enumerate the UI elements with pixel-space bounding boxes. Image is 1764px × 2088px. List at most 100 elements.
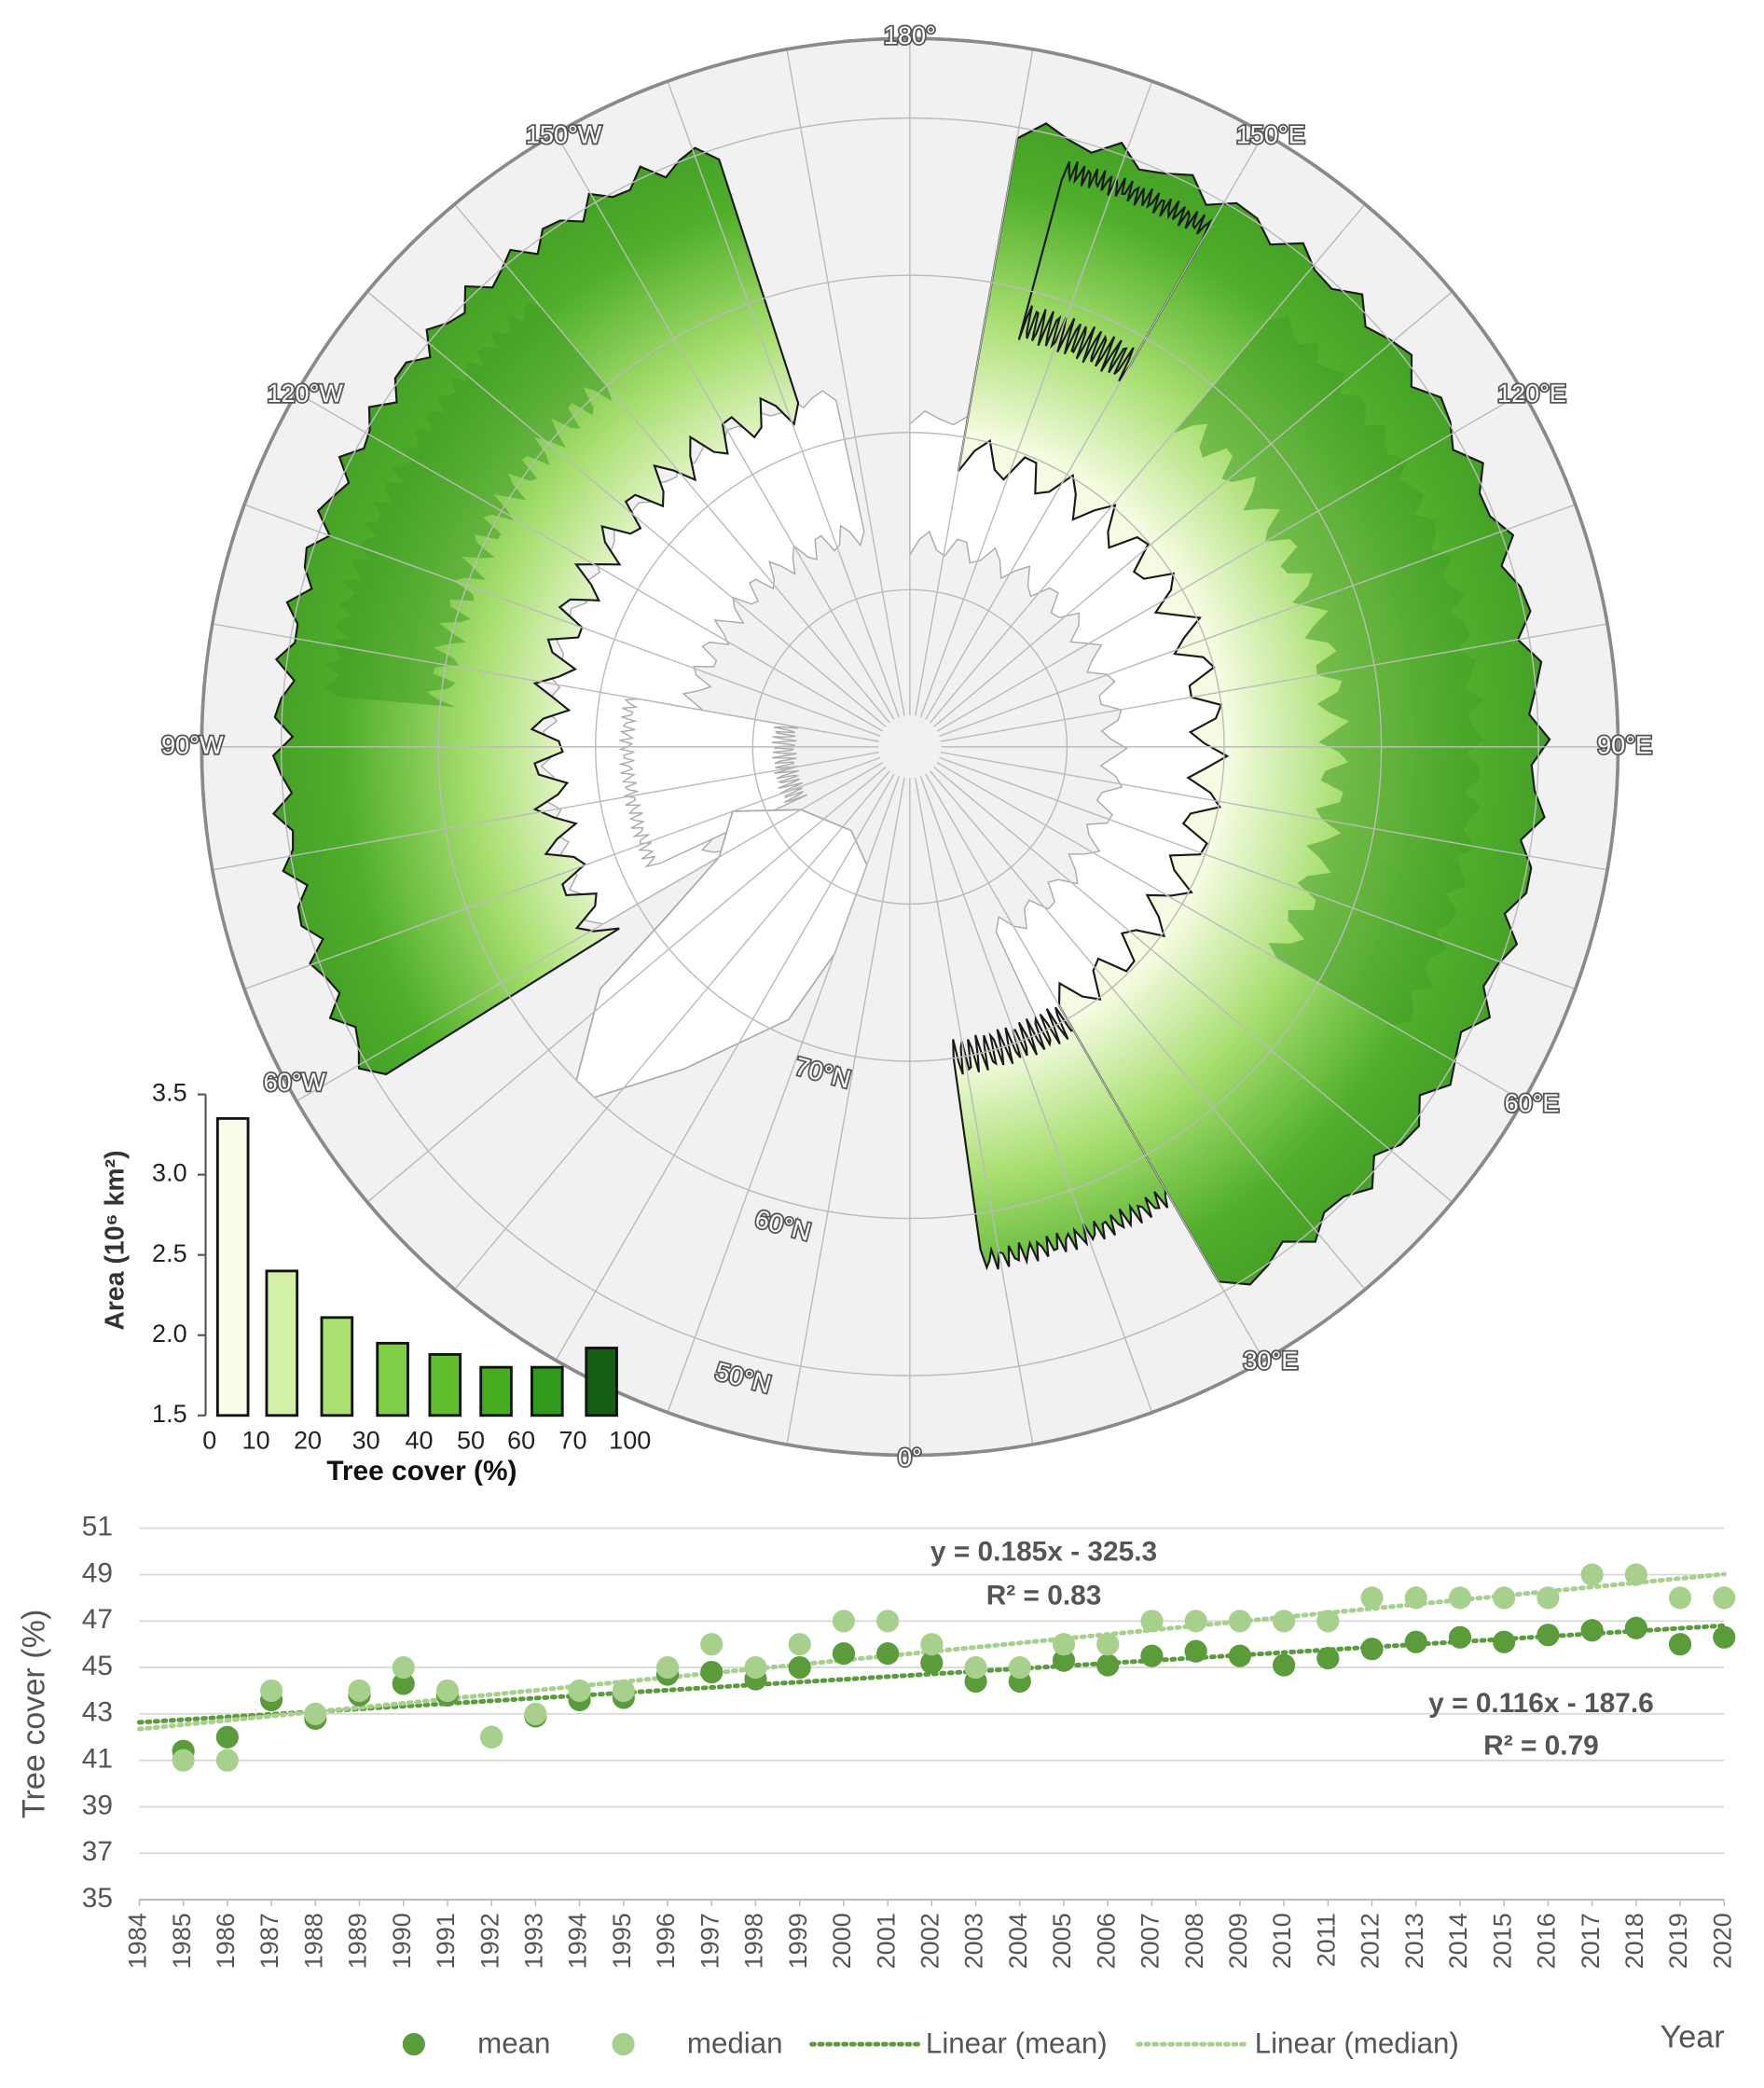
y-tick-label: 3.5: [152, 1079, 187, 1107]
meridian: [933, 291, 1453, 727]
point: [259, 1679, 283, 1703]
x-tick-label: 50: [457, 1426, 485, 1454]
point: [1580, 1619, 1604, 1642]
y-tick-label: 2.5: [152, 1239, 187, 1267]
point: [1052, 1649, 1076, 1672]
map-label: 150°E: [1236, 121, 1305, 149]
meridian: [919, 776, 1152, 1412]
map-label: 90°W: [161, 731, 224, 759]
point: [1096, 1633, 1120, 1656]
x-tick-label: 2018: [1620, 1913, 1648, 1969]
y-tick-label: 3.0: [152, 1159, 187, 1187]
meridian: [940, 752, 1607, 871]
point: [348, 1679, 371, 1703]
y-tick-label: 43: [82, 1697, 113, 1728]
point: [1404, 1586, 1427, 1610]
map-label: 120°E: [1497, 380, 1566, 408]
point: [215, 1749, 239, 1772]
point: [1273, 1610, 1296, 1633]
y-tick-label: 51: [82, 1512, 113, 1542]
meridian: [244, 504, 881, 737]
legend-label: median: [687, 2027, 783, 2060]
map-label: 90°E: [1597, 731, 1652, 759]
point: [215, 1725, 239, 1749]
x-tick-label: 2017: [1577, 1913, 1605, 1969]
point: [1404, 1630, 1427, 1653]
meridian: [367, 291, 887, 727]
point: [1537, 1586, 1560, 1610]
point: [876, 1610, 900, 1633]
x-tick-label: 2019: [1664, 1913, 1692, 1969]
x-tick-label: 10: [242, 1426, 270, 1454]
equation: R² = 0.83: [986, 1581, 1102, 1611]
meridian: [296, 392, 884, 732]
y-tick-label: 47: [82, 1604, 113, 1635]
parallel: [751, 588, 1068, 906]
map-label: 120°W: [268, 380, 344, 408]
point: [1493, 1586, 1516, 1610]
bar: [265, 1269, 299, 1417]
meridian: [939, 756, 1575, 989]
x-axis-title: Year: [1661, 2019, 1725, 2054]
x-tick-label: 1993: [520, 1913, 548, 1969]
x-tick-label: 40: [406, 1426, 434, 1454]
legend-label: mean: [477, 2027, 550, 2060]
x-tick-label: 1985: [168, 1913, 196, 1969]
map-label: 30°E: [1243, 1347, 1298, 1375]
meridian: [915, 49, 1034, 716]
equation: y = 0.116x - 187.6: [1428, 1688, 1654, 1719]
x-tick-label: 2013: [1400, 1913, 1428, 1969]
point: [435, 1679, 460, 1703]
point: [1668, 1633, 1692, 1656]
equation: y = 0.185x - 325.3: [930, 1537, 1157, 1568]
boreal-forest: [1017, 160, 1213, 382]
bar: [428, 1352, 462, 1417]
bar: [585, 1347, 618, 1417]
meridian: [555, 773, 895, 1361]
point: [876, 1642, 900, 1666]
map-rim: [200, 36, 1620, 1458]
bar: [320, 1316, 354, 1417]
point: [1096, 1653, 1120, 1677]
x-tick-label: 1988: [299, 1913, 327, 1969]
bar: [479, 1365, 513, 1417]
meridian: [667, 81, 901, 718]
meridian: [367, 766, 887, 1202]
meridian: [213, 752, 879, 871]
point: [1493, 1630, 1516, 1653]
legend-label: Linear (mean): [926, 2027, 1108, 2060]
x-tick-label: 70: [559, 1426, 587, 1454]
meridian: [929, 204, 1365, 724]
x-tick-label: 100: [609, 1426, 651, 1454]
meridian: [925, 133, 1264, 721]
x-tick-label: 2002: [916, 1913, 944, 1969]
meridian: [667, 776, 901, 1412]
point: [524, 1702, 547, 1725]
point: [832, 1610, 855, 1633]
y-tick-label: 2.0: [152, 1320, 187, 1348]
y-tick-label: 39: [82, 1790, 113, 1820]
point: [1184, 1639, 1207, 1663]
point: [1360, 1638, 1384, 1661]
y-axis-title: Tree cover (%): [16, 1610, 51, 1818]
parallel: [437, 274, 1383, 1220]
point: [1624, 1563, 1647, 1586]
x-tick-label: 1999: [784, 1913, 812, 1969]
point: [304, 1702, 327, 1725]
greenland: [575, 809, 868, 1099]
point: [1360, 1586, 1384, 1610]
x-tick-label: 2004: [1004, 1913, 1032, 1969]
point: [920, 1652, 944, 1675]
point: [1184, 1610, 1207, 1633]
x-tick-label: 1987: [255, 1913, 283, 1969]
point: [1273, 1653, 1296, 1677]
y-tick-label: 37: [82, 1836, 113, 1867]
point: [1316, 1647, 1340, 1670]
meridian: [939, 504, 1575, 737]
map-label: 150°W: [526, 121, 602, 149]
point: [920, 1633, 944, 1656]
point: [392, 1655, 415, 1680]
x-tick-label: 2016: [1533, 1913, 1561, 1969]
meridian: [786, 49, 905, 716]
